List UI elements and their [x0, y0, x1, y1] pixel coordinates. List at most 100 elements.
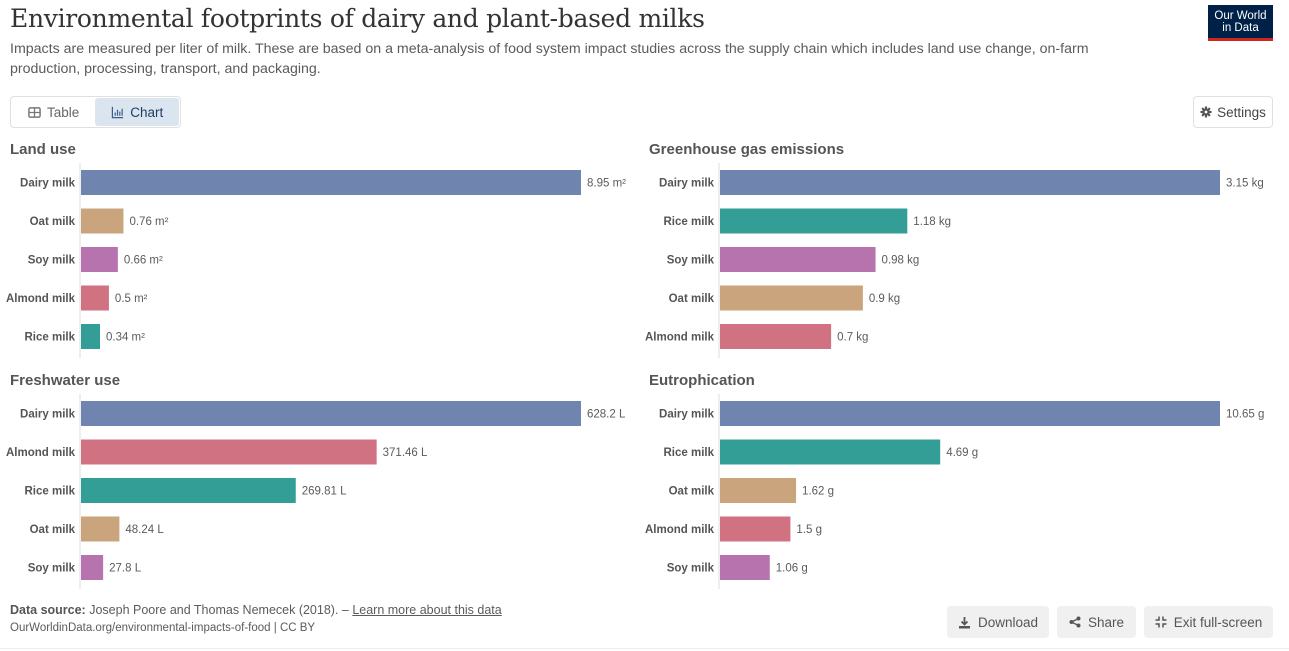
page-subtitle: Impacts are measured per liter of milk. …: [10, 41, 1089, 77]
category-label: Dairy milk: [659, 409, 715, 421]
value-label: 0.76 m²: [129, 216, 168, 228]
share-button[interactable]: Share: [1057, 606, 1136, 638]
logo-line-1: Our World: [1214, 10, 1267, 22]
bar-dairy-milk[interactable]: [81, 170, 581, 195]
category-label: Oat milk: [669, 486, 715, 498]
bar-soy-milk[interactable]: [720, 247, 876, 272]
bar-almond-milk[interactable]: [81, 285, 109, 311]
value-label: 0.34 m²: [106, 332, 145, 344]
value-label: 4.69 g: [946, 447, 978, 459]
tab-table-label: Table: [47, 104, 80, 120]
logo-line-2: in Data: [1222, 22, 1259, 34]
bar-almond-milk[interactable]: [720, 516, 791, 542]
chart-icon: [112, 106, 124, 118]
value-label: 269.81 L: [302, 486, 347, 498]
page-title: Environmental footprints of dairy and pl…: [10, 4, 705, 33]
value-label: 1.06 g: [776, 563, 808, 575]
data-source: Data source: Joseph Poore and Thomas Nem…: [10, 603, 502, 617]
land-use-chart: Dairy milk 8.95 m² Oat milk 0.76 m² Soy milk…: [6, 163, 626, 358]
eutrophication-chart: Dairy milk 10.65 g Rice milk 4.69 g Oat milk…: [645, 394, 1264, 589]
settings-label: Settings: [1217, 104, 1266, 120]
bar-dairy-milk[interactable]: [81, 401, 581, 426]
download-icon: [958, 616, 970, 628]
category-label: Dairy milk: [20, 178, 76, 190]
category-label: Dairy milk: [659, 178, 715, 190]
value-label: 1.18 kg: [913, 216, 951, 228]
panel-title: Freshwater use: [10, 372, 121, 389]
data-source-text: Joseph Poore and Thomas Nemecek (2018). …: [85, 603, 353, 617]
value-label: 0.7 kg: [837, 332, 868, 344]
tab-chart-label: Chart: [130, 104, 164, 120]
bar-soy-milk[interactable]: [81, 555, 104, 580]
value-label: 0.98 kg: [882, 255, 920, 267]
owid-logo[interactable]: Our World in Data: [1208, 5, 1273, 41]
panel-title: Eutrophication: [649, 372, 755, 389]
tab-table[interactable]: Table: [12, 98, 95, 126]
panel-ghg: Greenhouse gas emissions Dairy milk 3.15 …: [645, 141, 1279, 358]
bar-rice-milk[interactable]: [720, 208, 908, 234]
value-label: 1.62 g: [802, 486, 834, 498]
share-label: Share: [1087, 614, 1125, 630]
category-label: Soy milk: [667, 563, 715, 575]
settings-button[interactable]: Settings: [1193, 96, 1273, 128]
source-url: OurWorldinData.org/environmental-impacts…: [10, 622, 316, 634]
value-label: 371.46 L: [383, 447, 428, 459]
panel-land-use: Land use Dairy milk 8.95 m² Oat milk 0.76 m…: [6, 141, 640, 358]
value-label: 628.2 L: [587, 409, 626, 421]
download-label: Download: [977, 614, 1039, 630]
value-label: 8.95 m²: [587, 178, 626, 190]
bar-rice-milk[interactable]: [81, 324, 100, 349]
freshwater-chart: Dairy milk 628.2 L Almond milk 371.46 L Rice…: [6, 394, 626, 589]
learn-more-link[interactable]: Learn more about this data: [352, 603, 502, 617]
value-label: 3.15 kg: [1226, 178, 1264, 190]
category-label: Almond milk: [6, 293, 76, 305]
exit-fullscreen-button[interactable]: Exit full-screen: [1144, 606, 1273, 638]
bar-almond-milk[interactable]: [720, 324, 832, 349]
view-tabs: Table Chart: [10, 96, 182, 128]
category-label: Dairy milk: [20, 409, 76, 421]
category-label: Rice milk: [25, 486, 76, 498]
bar-oat-milk[interactable]: [81, 516, 120, 542]
panel-eutrophication: Eutrophication Dairy milk 10.65 g Rice mil…: [645, 372, 1279, 589]
bar-oat-milk[interactable]: [81, 208, 124, 234]
category-label: Oat milk: [30, 524, 76, 536]
value-label: 0.9 kg: [869, 293, 900, 305]
category-label: Oat milk: [30, 216, 76, 228]
bottom-divider: [0, 648, 1289, 649]
exit-fullscreen-label: Exit full-screen: [1173, 614, 1263, 630]
bar-oat-milk[interactable]: [720, 285, 863, 311]
value-label: 0.5 m²: [115, 293, 148, 305]
table-icon: [28, 106, 41, 118]
category-label: Rice milk: [664, 447, 715, 459]
exit-fullscreen-icon: [1155, 616, 1167, 628]
bar-almond-milk[interactable]: [81, 439, 377, 465]
category-label: Rice milk: [664, 216, 715, 228]
gear-icon: [1200, 106, 1212, 118]
bar-rice-milk[interactable]: [720, 439, 941, 465]
bar-soy-milk[interactable]: [81, 247, 118, 272]
bar-dairy-milk[interactable]: [720, 401, 1220, 426]
panel-title: Greenhouse gas emissions: [649, 141, 845, 158]
panel-title: Land use: [10, 141, 76, 158]
value-label: 0.66 m²: [124, 255, 163, 267]
category-label: Soy milk: [28, 255, 76, 267]
category-label: Almond milk: [6, 447, 76, 459]
value-label: 27.8 L: [109, 563, 142, 575]
value-label: 10.65 g: [1226, 409, 1264, 421]
tab-chart[interactable]: Chart: [95, 98, 180, 126]
share-icon: [1069, 616, 1081, 628]
bar-soy-milk[interactable]: [720, 555, 770, 580]
category-label: Almond milk: [645, 332, 715, 344]
bar-rice-milk[interactable]: [81, 478, 296, 503]
panel-freshwater: Freshwater use Dairy milk 628.2 L Almond m…: [6, 372, 640, 589]
bar-oat-milk[interactable]: [720, 478, 797, 503]
category-label: Almond milk: [645, 524, 715, 536]
bar-dairy-milk[interactable]: [720, 170, 1220, 195]
category-label: Soy milk: [28, 563, 76, 575]
download-button[interactable]: Download: [947, 606, 1049, 638]
ghg-chart: Dairy milk 3.15 kg Rice milk 1.18 kg Soy mil…: [645, 163, 1264, 358]
category-label: Soy milk: [667, 255, 715, 267]
value-label: 48.24 L: [125, 524, 164, 536]
value-label: 1.5 g: [796, 524, 822, 536]
category-label: Oat milk: [669, 293, 715, 305]
